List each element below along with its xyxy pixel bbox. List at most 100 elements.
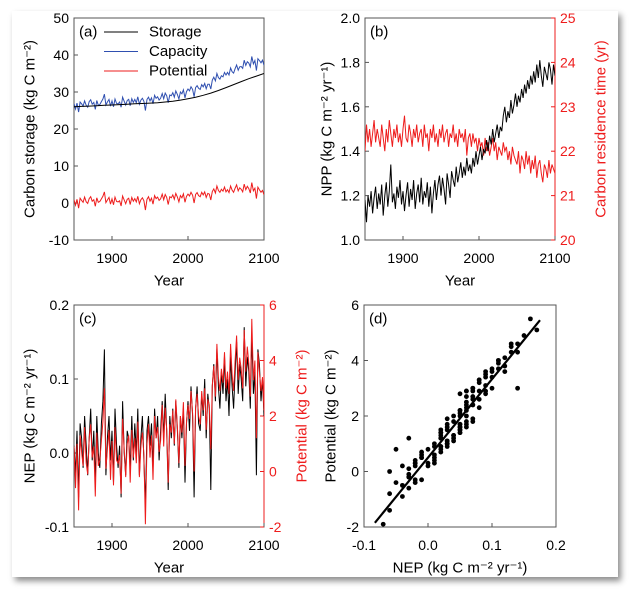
scatter-point xyxy=(406,485,412,491)
scatter-point xyxy=(464,388,469,394)
scatter-point xyxy=(464,424,469,430)
x-tick-label: -0.1 xyxy=(352,537,376,553)
scatter-point xyxy=(470,388,476,394)
scatter-point xyxy=(515,349,520,355)
y-right-tick-label: 6 xyxy=(269,297,277,313)
y-tick-label: 0 xyxy=(351,464,359,480)
scatter-point xyxy=(432,455,437,461)
scatter-point xyxy=(476,405,482,411)
y-tick-label: 4 xyxy=(351,353,359,369)
scatter-point xyxy=(451,419,456,424)
scatter-point xyxy=(393,480,399,485)
x-tick-label: 2000 xyxy=(172,537,203,553)
scatter-point xyxy=(464,419,469,424)
y-right-tick-label: 24 xyxy=(560,54,576,70)
y-tick-label: 1.8 xyxy=(341,54,361,70)
panel-label: (a) xyxy=(79,24,97,41)
x-tick-label: 2000 xyxy=(463,250,494,266)
scatter-point xyxy=(464,394,469,399)
scatter-point xyxy=(457,421,463,427)
y-tick-label: 0.2 xyxy=(50,297,70,313)
scatter-point xyxy=(464,413,469,419)
scatter-point xyxy=(508,344,514,350)
scatter-point xyxy=(457,391,463,397)
panel-label: (b) xyxy=(370,24,388,41)
scatter-point xyxy=(464,402,469,408)
y-tick-label: -0.1 xyxy=(45,519,69,535)
y-tick-label: 2.0 xyxy=(341,10,361,26)
y-tick-label: 1.0 xyxy=(341,232,361,248)
y-tick-label: 1.4 xyxy=(341,143,361,159)
scatter-point xyxy=(489,385,495,391)
y-tick-label: 20 xyxy=(53,121,69,137)
scatter-point xyxy=(470,394,476,399)
x-axis-title: NEP (kg C m⁻² yr⁻¹) xyxy=(393,560,528,577)
x-axis-title: Year xyxy=(445,273,475,290)
series-line-potential xyxy=(74,182,264,211)
y-tick-label: 6 xyxy=(351,297,359,313)
panel-label: (c) xyxy=(79,311,97,328)
scatter-point xyxy=(412,477,418,483)
scatter-point xyxy=(444,421,450,427)
scatter-point xyxy=(380,521,386,527)
scatter-point xyxy=(476,377,482,383)
scatter-point xyxy=(515,385,520,391)
scatter-point xyxy=(496,358,501,363)
scatter-point xyxy=(432,441,437,447)
scatter-point xyxy=(425,460,431,466)
y-right-tick-label: 2 xyxy=(269,408,277,424)
y-right-tick-label: 4 xyxy=(269,353,277,369)
y-tick-label: 1.2 xyxy=(341,188,361,204)
x-axis-title: Year xyxy=(154,273,184,290)
scatter-point xyxy=(502,355,508,361)
scatter-point xyxy=(438,444,444,449)
x-tick-label: 2100 xyxy=(539,250,570,266)
scatter-point xyxy=(393,446,399,452)
y-tick-label: 40 xyxy=(53,47,69,63)
y-right-axis-title: Carbon residence time (yr) xyxy=(593,40,610,218)
y-right-axis-title: Potential (kg C m⁻²) xyxy=(294,350,311,483)
y-tick-label: 2 xyxy=(351,408,359,424)
y-right-tick-label: -2 xyxy=(269,519,282,535)
x-axis-title: Year xyxy=(154,560,184,577)
plot-frame xyxy=(73,304,265,528)
y-tick-label: 0.1 xyxy=(50,371,70,387)
scatter-point xyxy=(489,366,495,372)
y-tick-label: 30 xyxy=(53,84,69,100)
x-tick-label: 1900 xyxy=(96,250,127,266)
scatter-point xyxy=(406,466,412,472)
scatter-point xyxy=(457,408,463,413)
y-right-tick-label: 21 xyxy=(560,188,576,204)
y-axis-title: NPP (kg C m⁻² yr⁻¹) xyxy=(319,62,336,197)
scatter-point xyxy=(400,494,405,499)
series-line-potential xyxy=(74,318,264,525)
scatter-point xyxy=(483,391,488,397)
scatter-point xyxy=(438,427,444,433)
x-tick-label: 0.0 xyxy=(418,537,438,553)
x-tick-label: 0.1 xyxy=(482,537,502,553)
x-tick-label: 1900 xyxy=(387,250,418,266)
y-tick-label: 50 xyxy=(53,10,69,26)
scatter-point xyxy=(451,433,456,438)
x-tick-label: 2000 xyxy=(172,250,203,266)
scatter-point xyxy=(476,396,482,402)
scatter-point xyxy=(387,469,392,474)
y-right-tick-label: 0 xyxy=(269,464,277,480)
legend-label: Storage xyxy=(149,24,202,41)
series-line-left-axis xyxy=(365,60,555,223)
scatter-point xyxy=(451,413,456,419)
panel-label: (d) xyxy=(369,311,387,328)
x-tick-label: 0.2 xyxy=(546,537,566,553)
scatter-point xyxy=(400,463,405,469)
scatter-point xyxy=(534,327,540,333)
scatter-point xyxy=(387,507,392,513)
scatter-point xyxy=(425,446,431,452)
y-right-tick-label: 25 xyxy=(560,10,576,26)
y-right-tick-label: 23 xyxy=(560,99,576,115)
x-tick-label: 2100 xyxy=(248,250,279,266)
scatter-point xyxy=(444,416,450,422)
y-tick-label: 1.6 xyxy=(341,99,361,115)
scatter-point xyxy=(406,435,412,441)
y-tick-label: -10 xyxy=(49,232,69,248)
